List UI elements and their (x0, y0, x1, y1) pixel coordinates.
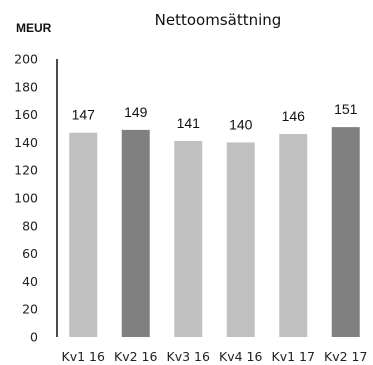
bar (331, 127, 360, 337)
bar (174, 141, 203, 337)
x-tick-label: Kv3 16 (167, 349, 210, 364)
y-tick-label: 160 (14, 107, 38, 122)
data-label: 151 (334, 101, 358, 117)
bar (121, 129, 150, 337)
data-label: 141 (177, 115, 201, 131)
unit-label: MEUR (16, 21, 52, 35)
x-axis-ticks: Kv1 16 Kv2 16 Kv3 16 Kv4 16 Kv1 17 Kv2 17 (62, 349, 368, 364)
data-label: 140 (229, 116, 253, 132)
bar (279, 134, 308, 337)
y-tick-label: 80 (22, 218, 38, 233)
x-tick-label: Kv4 16 (219, 349, 262, 364)
y-tick-label: 120 (14, 163, 38, 178)
bar (226, 142, 255, 337)
data-labels: 147 149 141 140 146 151 (72, 101, 358, 132)
y-tick-label: 200 (14, 52, 38, 67)
x-tick-label: Kv2 17 (324, 349, 367, 364)
x-tick-label: Kv2 16 (114, 349, 157, 364)
y-tick-label: 40 (22, 274, 38, 289)
bars (69, 127, 360, 337)
y-tick-label: 20 (22, 302, 38, 317)
y-tick-label: 100 (14, 191, 38, 206)
x-tick-label: Kv1 17 (272, 349, 315, 364)
bar (69, 132, 98, 337)
data-label: 146 (282, 108, 306, 124)
data-label: 147 (72, 107, 96, 123)
y-axis: 0 20 40 60 80 100 120 140 160 180 200 (14, 52, 58, 345)
y-tick-label: 180 (14, 79, 38, 94)
y-tick-label: 0 (30, 330, 38, 345)
y-tick-label: 60 (22, 246, 38, 261)
data-label: 149 (124, 104, 148, 120)
chart-title: Nettoomsättning (155, 11, 282, 29)
x-tick-label: Kv1 16 (62, 349, 105, 364)
y-tick-label: 140 (14, 135, 38, 150)
